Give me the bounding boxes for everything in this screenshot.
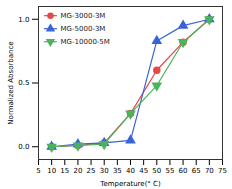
- svg-text:MG-10000-5M: MG-10000-5M: [61, 38, 110, 46]
- svg-text:50: 50: [152, 167, 161, 175]
- svg-text:30: 30: [100, 167, 109, 175]
- svg-text:65: 65: [192, 167, 201, 175]
- svg-text:75: 75: [218, 167, 227, 175]
- svg-text:0.0: 0.0: [18, 143, 29, 151]
- svg-text:35: 35: [113, 167, 122, 175]
- svg-text:15: 15: [60, 167, 69, 175]
- svg-text:10: 10: [47, 167, 56, 175]
- svg-text:45: 45: [139, 167, 148, 175]
- svg-text:70: 70: [205, 167, 214, 175]
- svg-text:5: 5: [36, 167, 40, 175]
- svg-text:20: 20: [73, 167, 82, 175]
- svg-text:60: 60: [179, 167, 188, 175]
- svg-text:55: 55: [165, 167, 174, 175]
- svg-text:MG-3000-3M: MG-3000-3M: [61, 12, 106, 20]
- svg-text:25: 25: [87, 167, 96, 175]
- svg-text:40: 40: [126, 167, 135, 175]
- svg-text:MG-5000-3M: MG-5000-3M: [61, 25, 106, 33]
- svg-text:0.5: 0.5: [18, 79, 29, 87]
- svg-text:Temperature(° C): Temperature(° C): [99, 180, 161, 188]
- svg-text:Normalized Absorbance: Normalized Absorbance: [7, 41, 15, 124]
- svg-text:1.0: 1.0: [18, 15, 29, 23]
